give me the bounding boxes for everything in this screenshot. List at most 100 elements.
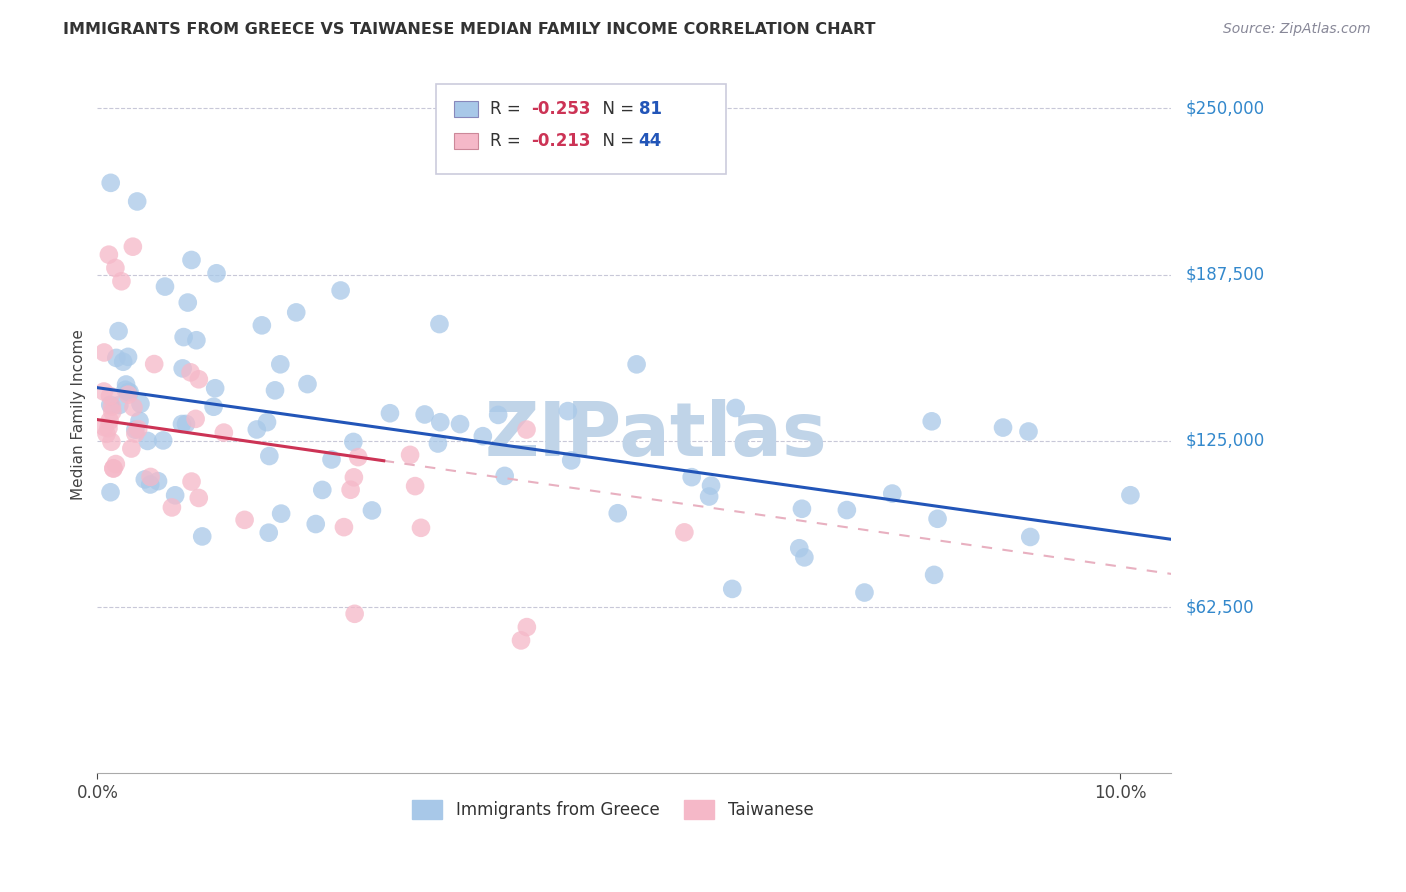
Point bbox=[93, 420, 115, 434]
Point bbox=[117, 385, 139, 400]
Point bbox=[471, 429, 494, 443]
Point bbox=[112, 355, 135, 369]
Y-axis label: Median Family Income: Median Family Income bbox=[72, 329, 86, 500]
Point bbox=[121, 240, 143, 254]
Point bbox=[835, 503, 858, 517]
Text: 44: 44 bbox=[638, 132, 662, 151]
Text: -0.253: -0.253 bbox=[531, 100, 591, 118]
Text: $187,500: $187,500 bbox=[1185, 266, 1264, 284]
Point bbox=[97, 247, 120, 261]
Point bbox=[139, 470, 162, 484]
Point bbox=[882, 486, 904, 500]
Point bbox=[700, 478, 723, 492]
Point bbox=[128, 414, 150, 428]
Point bbox=[329, 284, 352, 298]
Text: N =: N = bbox=[592, 132, 640, 151]
Point bbox=[339, 483, 361, 497]
Point bbox=[114, 383, 136, 397]
FancyBboxPatch shape bbox=[436, 84, 725, 174]
Point bbox=[180, 365, 202, 379]
Point bbox=[486, 408, 509, 422]
Point bbox=[180, 475, 202, 489]
Point bbox=[139, 477, 162, 491]
Point bbox=[413, 408, 436, 422]
Point bbox=[187, 372, 209, 386]
Point bbox=[681, 470, 703, 484]
Point bbox=[343, 607, 366, 621]
Point bbox=[270, 507, 292, 521]
Point bbox=[100, 485, 122, 500]
Point bbox=[429, 317, 451, 331]
Point bbox=[516, 620, 538, 634]
Point bbox=[191, 529, 214, 543]
Point bbox=[117, 350, 139, 364]
Point bbox=[343, 470, 366, 484]
Point bbox=[115, 377, 138, 392]
Point bbox=[127, 422, 149, 436]
Point bbox=[426, 436, 449, 450]
Point bbox=[93, 384, 115, 399]
Point bbox=[378, 406, 401, 420]
Point bbox=[124, 426, 146, 441]
Text: R =: R = bbox=[491, 132, 526, 151]
Point bbox=[104, 457, 127, 471]
Point bbox=[853, 585, 876, 599]
Point bbox=[1018, 425, 1040, 439]
Point bbox=[269, 357, 291, 371]
Point bbox=[97, 421, 120, 435]
Point bbox=[136, 434, 159, 448]
Point bbox=[606, 506, 628, 520]
Point bbox=[515, 423, 537, 437]
Point bbox=[673, 525, 696, 540]
Point bbox=[100, 176, 122, 190]
Point bbox=[233, 513, 256, 527]
Point bbox=[202, 400, 225, 414]
Point bbox=[793, 550, 815, 565]
Point bbox=[103, 461, 125, 475]
FancyBboxPatch shape bbox=[454, 101, 478, 117]
Text: N =: N = bbox=[592, 100, 640, 118]
Point bbox=[174, 417, 197, 431]
Point bbox=[724, 401, 747, 415]
Point bbox=[991, 420, 1014, 434]
Point bbox=[160, 500, 183, 515]
Point bbox=[557, 404, 579, 418]
Point bbox=[256, 415, 278, 429]
Point bbox=[110, 274, 132, 288]
Point bbox=[117, 387, 139, 401]
Point bbox=[342, 434, 364, 449]
Point bbox=[98, 389, 121, 403]
Point bbox=[184, 412, 207, 426]
Point bbox=[787, 541, 810, 556]
Point bbox=[98, 398, 121, 412]
Point bbox=[180, 252, 202, 267]
Point bbox=[103, 461, 125, 475]
Point bbox=[105, 351, 128, 365]
Point bbox=[172, 361, 194, 376]
Point bbox=[250, 318, 273, 333]
Point bbox=[257, 525, 280, 540]
Point bbox=[285, 305, 308, 319]
Point bbox=[153, 279, 176, 293]
Point bbox=[321, 452, 343, 467]
Point bbox=[927, 512, 949, 526]
Point bbox=[626, 357, 648, 371]
Point bbox=[143, 357, 166, 371]
Text: R =: R = bbox=[491, 100, 526, 118]
Point bbox=[93, 345, 115, 359]
Point bbox=[108, 398, 131, 412]
Point bbox=[922, 567, 945, 582]
Point bbox=[165, 488, 187, 502]
Point bbox=[409, 521, 432, 535]
Point bbox=[124, 423, 146, 437]
Point bbox=[560, 453, 582, 467]
Point bbox=[305, 516, 328, 531]
Point bbox=[494, 469, 516, 483]
Point bbox=[120, 442, 142, 456]
Point bbox=[173, 330, 195, 344]
Point bbox=[98, 414, 121, 428]
Point bbox=[399, 448, 422, 462]
Point bbox=[347, 450, 370, 464]
Point bbox=[177, 295, 200, 310]
Point bbox=[205, 266, 228, 280]
